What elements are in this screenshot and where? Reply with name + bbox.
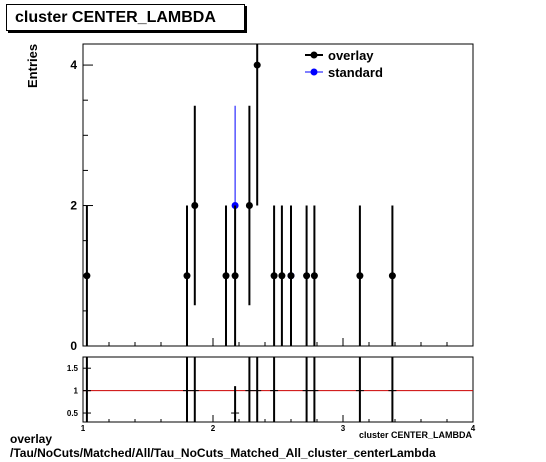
overlay-point <box>303 272 311 280</box>
y-axis-label: Entries <box>25 44 40 88</box>
overlay-point <box>310 272 318 280</box>
y-tick-label: 0 <box>70 339 77 353</box>
ratio-y-tick-label: 0.5 <box>67 409 79 418</box>
overlay-point <box>270 272 278 280</box>
series-layer <box>83 44 396 346</box>
ratio-x-tick-label: 2 <box>211 424 216 433</box>
overlay-point <box>231 272 239 280</box>
ratio-plot-frame <box>82 356 474 423</box>
overlay-point <box>191 202 199 210</box>
legend: overlay standard <box>305 48 383 80</box>
ratio-y-tick-label: 1 <box>74 387 79 396</box>
overlay-point <box>356 272 364 280</box>
y-tick-label: 4 <box>70 58 77 72</box>
overlay-point <box>245 202 253 210</box>
overlay-point <box>388 272 396 280</box>
y-tick-label: 2 <box>70 199 77 213</box>
chart-title: cluster CENTER_LAMBDA <box>15 9 216 26</box>
legend-overlay-label: overlay <box>328 48 374 63</box>
x-axis-label: cluster CENTER_LAMBDA <box>359 430 473 440</box>
ratio-x-tick-label: 1 <box>81 424 86 433</box>
overlay-point <box>222 272 230 280</box>
footer-line-2: /Tau/NoCuts/Matched/All/Tau_NoCuts_Match… <box>10 446 436 460</box>
overlay-point <box>183 272 191 280</box>
legend-overlay-marker <box>310 51 318 59</box>
ratio-points-layer <box>82 357 397 422</box>
overlay-point <box>83 272 91 280</box>
overlay-point <box>287 272 295 280</box>
legend-standard-marker <box>310 68 318 76</box>
overlay-point <box>253 61 261 69</box>
chart-title-box: cluster CENTER_LAMBDA <box>6 4 245 31</box>
main-plot-frame <box>82 43 474 347</box>
footer-line-1: overlay <box>10 432 53 446</box>
ratio-x-tick-label: 3 <box>341 424 346 433</box>
ratio-y-tick-label: 1.5 <box>67 364 79 373</box>
overlay-point <box>278 272 286 280</box>
ratio-x-tick-label: 4 <box>471 424 476 433</box>
ratio-axis-ticks: 0.511.51 2 3 4 <box>67 364 476 433</box>
legend-standard-label: standard <box>328 65 383 80</box>
